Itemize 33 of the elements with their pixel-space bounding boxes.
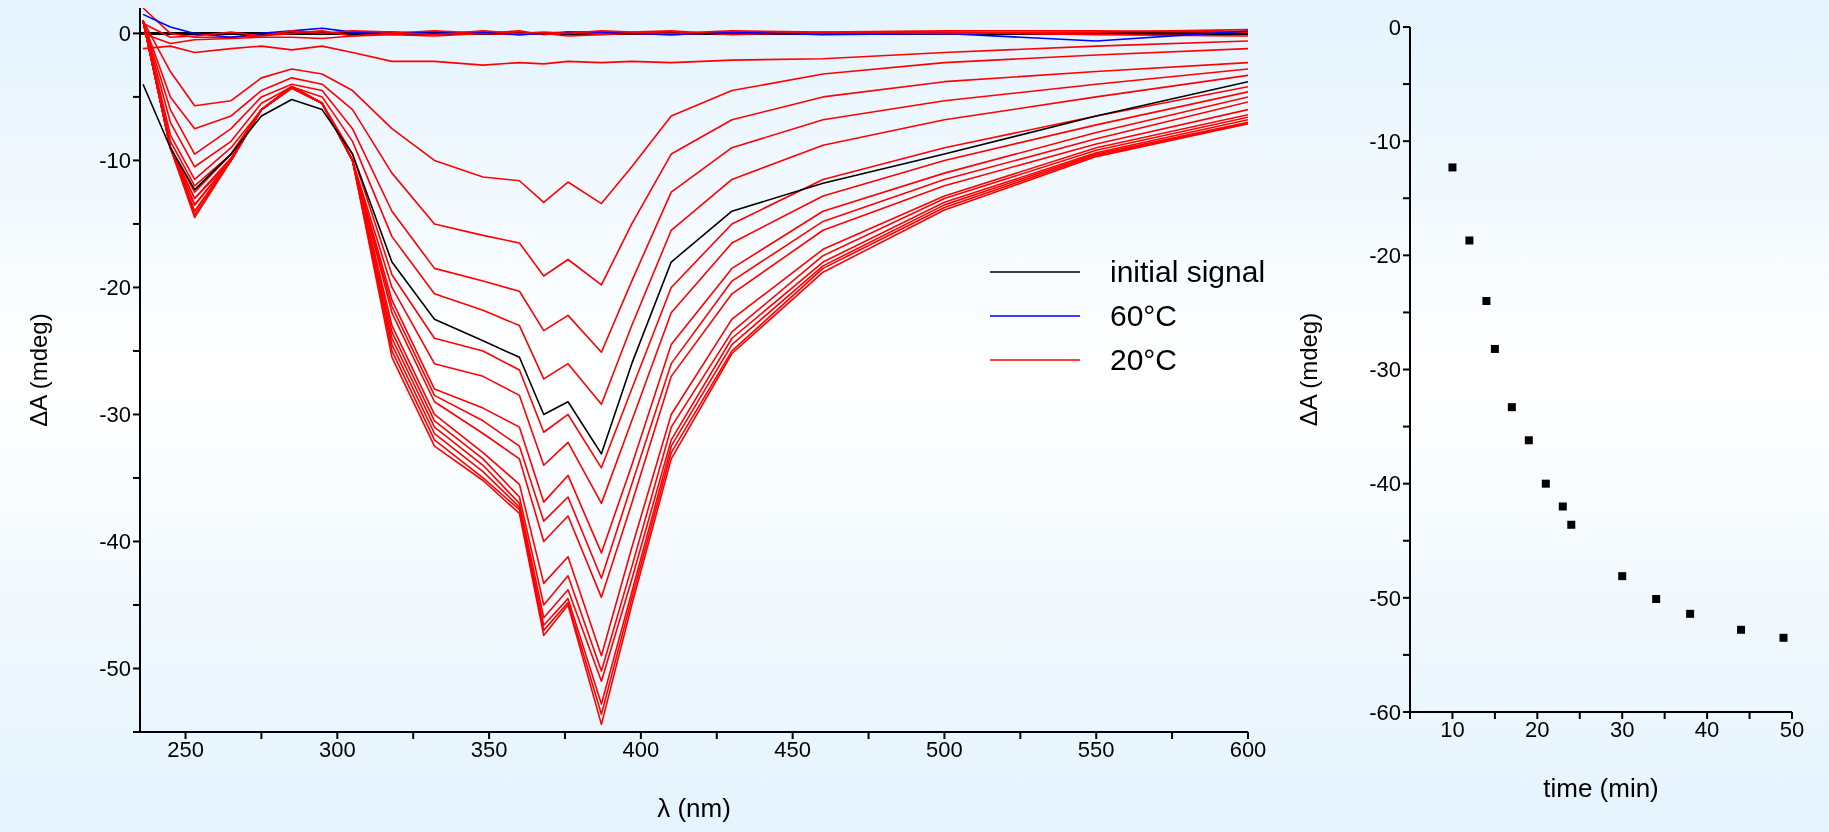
y-tick-label: 0 xyxy=(118,21,131,47)
x-tick-label: 30 xyxy=(1609,716,1635,742)
legend-label: 20°C xyxy=(1110,342,1178,378)
y-tick-label: -20 xyxy=(99,275,131,301)
y-tick-label: -30 xyxy=(99,402,131,428)
y-tick-label: -30 xyxy=(1369,357,1401,383)
x-tick-label: 50 xyxy=(1779,716,1805,742)
y-tick-label: -10 xyxy=(99,148,131,174)
y-axis-title: ΔA (mdeg) xyxy=(24,313,52,427)
legend-label: initial signal xyxy=(1110,254,1266,290)
x-tick-label: 500 xyxy=(926,736,963,762)
y-tick-label: -10 xyxy=(1369,128,1401,154)
x-tick-label: 250 xyxy=(167,736,204,762)
x-tick-label: 40 xyxy=(1694,716,1720,742)
x-tick-label: 300 xyxy=(318,736,356,762)
y-tick-label: -50 xyxy=(99,656,131,682)
x-tick-label: 550 xyxy=(1077,736,1115,762)
x-axis-title: λ (nm) xyxy=(657,793,731,823)
y-tick-label: -40 xyxy=(1369,471,1401,497)
y-tick-label: -40 xyxy=(99,529,131,555)
x-tick-label: 350 xyxy=(470,736,508,762)
y-tick-label: -60 xyxy=(1369,699,1401,725)
x-tick-label: 400 xyxy=(622,736,660,762)
x-axis-title: time (min) xyxy=(1543,773,1659,803)
legend-label: 60°C xyxy=(1110,298,1178,334)
x-tick-label: 600 xyxy=(1229,736,1267,762)
x-tick-label: 20 xyxy=(1525,716,1550,742)
y-tick-label: 0 xyxy=(1388,14,1401,40)
y-axis-title: ΔA (mdeg) xyxy=(1294,312,1322,427)
y-tick-label: -50 xyxy=(1369,585,1401,611)
x-tick-label: 10 xyxy=(1440,716,1465,742)
y-tick-label: -20 xyxy=(1369,243,1401,269)
x-tick-label: 450 xyxy=(774,736,812,762)
